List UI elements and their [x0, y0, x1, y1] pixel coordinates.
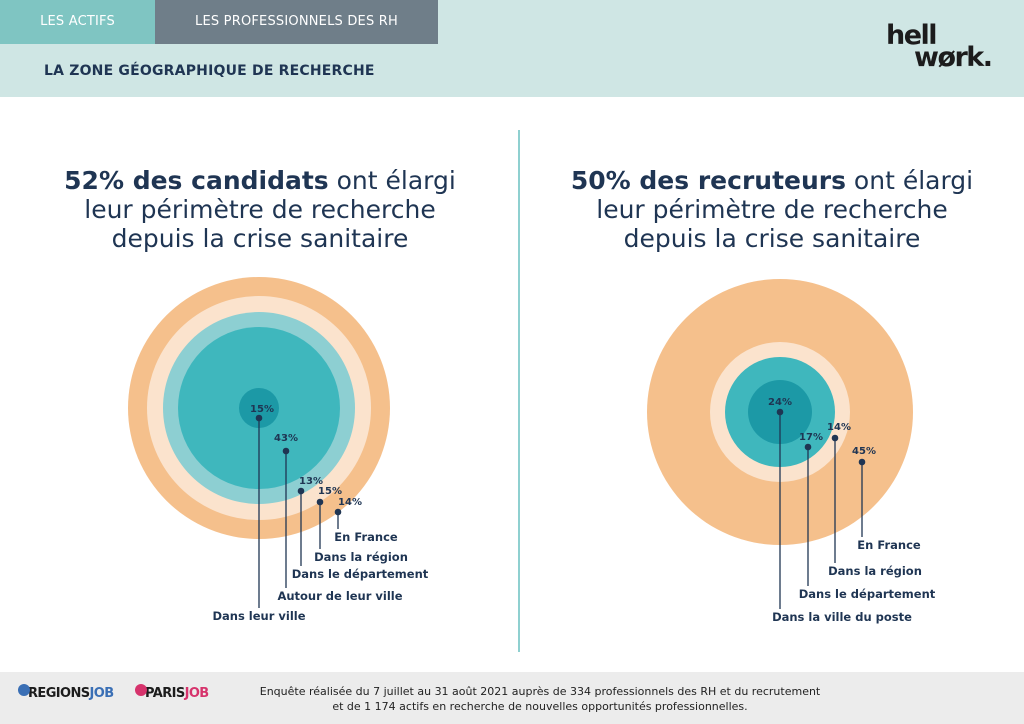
left-dans-leur-ville-dot	[255, 414, 263, 422]
left-en-france-dot	[334, 508, 342, 516]
left-en-france-value: 14%	[338, 497, 362, 508]
right-dans-la-region-label: Dans la région	[828, 564, 922, 578]
left-headline: 52% des candidats ont élargi leur périmè…	[40, 166, 480, 253]
left-dans-la-region-label: Dans la région	[314, 550, 408, 564]
left-dans-leur-ville-label: Dans leur ville	[212, 609, 305, 623]
left-dans-la-region-dot	[316, 498, 324, 506]
logo-line1: hell	[886, 20, 938, 51]
left-dans-leur-ville-value: 15%	[250, 404, 274, 415]
survey-note: Enquête réalisée du 7 juillet au 31 août…	[230, 684, 850, 714]
left-headline-bold: 52% des candidats	[64, 166, 329, 195]
left-dans-la-region-value: 15%	[318, 486, 342, 497]
right-dans-le-departement-dot	[804, 443, 812, 451]
column-divider	[518, 130, 520, 652]
left-dans-le-departement-value: 13%	[299, 476, 323, 487]
left-autour-de-leur-ville-value: 43%	[274, 433, 298, 444]
tab-professionnels-rh[interactable]: LES PROFESSIONNELS DES RH	[155, 0, 438, 44]
left-headline-line2: leur périmètre de recherche	[84, 195, 436, 224]
right-headline-line2: leur périmètre de recherche	[596, 195, 948, 224]
logo-line2: wørk.	[914, 42, 993, 73]
right-dans-la-ville-du-poste-value: 24%	[768, 397, 792, 408]
left-ring-4	[239, 388, 279, 428]
right-dans-la-region-dot	[831, 434, 839, 442]
regionsjob-bubble-icon	[18, 684, 30, 696]
right-dans-la-region-value: 14%	[827, 422, 851, 433]
right-en-france-label: En France	[857, 538, 921, 552]
left-headline-line3: depuis la crise sanitaire	[111, 224, 409, 253]
left-autour-de-leur-ville-label: Autour de leur ville	[277, 589, 402, 603]
tab-les-actifs[interactable]: LES ACTIFS	[0, 0, 155, 44]
regionsjob-logo: REGIONSJOB	[18, 684, 114, 701]
right-en-france-value: 45%	[852, 446, 876, 457]
right-headline-rest: ont élargi	[845, 166, 974, 195]
left-dans-le-departement-dot	[297, 487, 305, 495]
parisjob-bubble-icon	[135, 684, 147, 696]
section-title: LA ZONE GÉOGRAPHIQUE DE RECHERCHE	[44, 63, 375, 79]
left-en-france-label: En France	[334, 530, 398, 544]
footer-bar	[0, 672, 1024, 724]
right-dans-la-ville-du-poste-label: Dans la ville du poste	[772, 610, 912, 624]
parisjob-logo: PARISJOB	[135, 684, 209, 701]
right-en-france-dot	[858, 458, 866, 466]
right-headline: 50% des recruteurs ont élargi leur périm…	[552, 166, 992, 253]
left-autour-de-leur-ville-dot	[282, 447, 290, 455]
survey-note-line1: Enquête réalisée du 7 juillet au 31 août…	[259, 685, 821, 698]
survey-note-line2: et de 1 174 actifs en recherche de nouve…	[332, 700, 748, 713]
left-dans-le-departement-label: Dans le département	[292, 567, 429, 581]
left-headline-rest: ont élargi	[328, 166, 456, 195]
hellowork-logo: hell wørk.	[884, 20, 1004, 73]
right-headline-bold: 50% des recruteurs	[570, 166, 846, 195]
concentric-charts: 15% Dans leur ville 43% Autour de leur vill…	[128, 277, 936, 624]
right-dans-le-departement-label: Dans le département	[799, 587, 936, 601]
right-headline-line3: depuis la crise sanitaire	[623, 224, 921, 253]
right-dans-le-departement-value: 17%	[799, 432, 823, 443]
right-dans-la-ville-du-poste-dot	[776, 408, 784, 416]
